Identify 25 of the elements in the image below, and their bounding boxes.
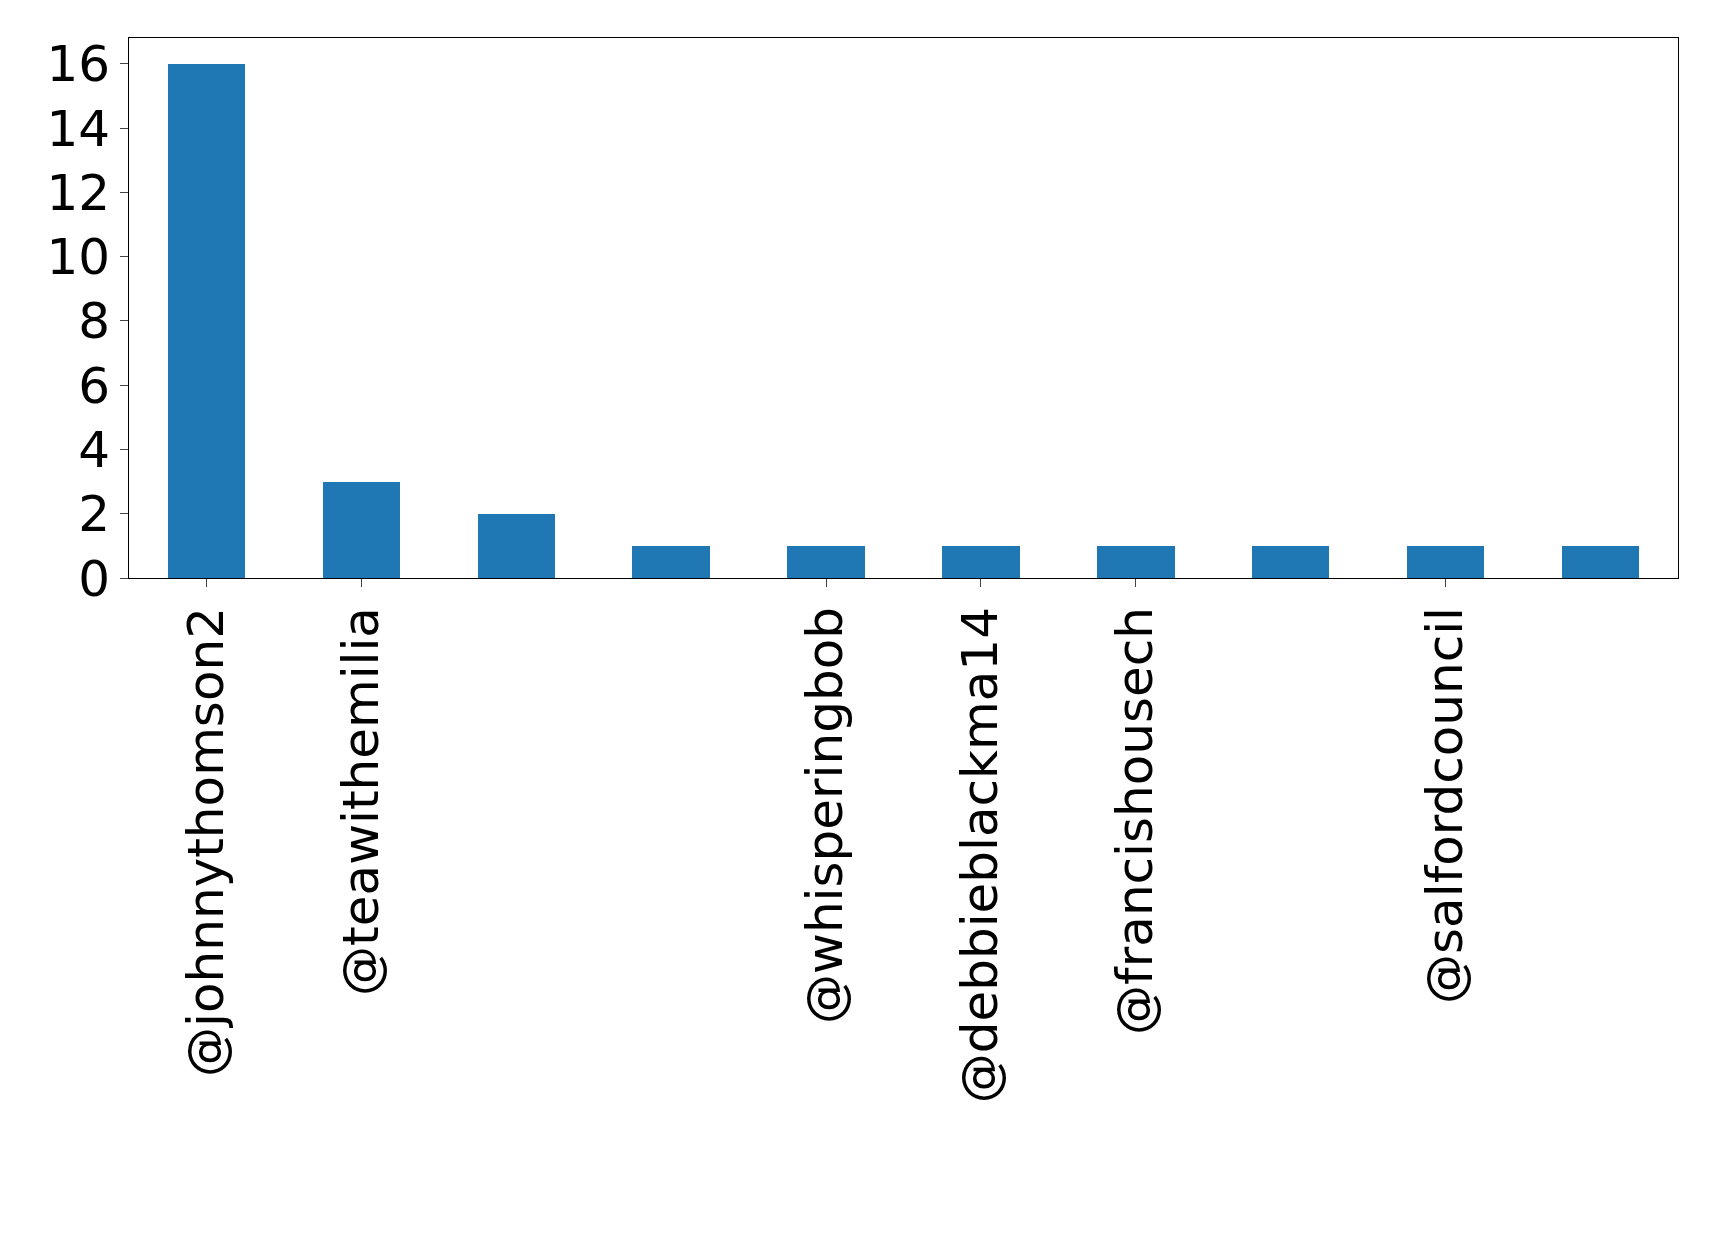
y-tick-label: 10 (46, 228, 110, 287)
x-tick-label: @salfordcouncil (1415, 607, 1474, 1004)
x-tick-label: @johnnythomson2 (176, 607, 235, 1077)
y-tick-label: 0 (78, 549, 110, 608)
bar (323, 482, 400, 578)
bar (942, 546, 1020, 578)
y-tick-label: 8 (78, 292, 110, 351)
bar (1252, 546, 1329, 578)
y-tick-label: 2 (78, 485, 110, 544)
bar (168, 64, 245, 578)
bar (787, 546, 865, 578)
y-tick-label: 14 (46, 99, 110, 158)
bar (1097, 546, 1175, 578)
x-tick-label: @whisperingbob (796, 607, 855, 1024)
x-tick-label: @francishousech (1106, 607, 1165, 1035)
y-tick-label: 4 (78, 420, 110, 479)
x-tick-label: @debbieblackma14 (951, 607, 1010, 1104)
y-tick-label: 6 (78, 356, 110, 415)
y-tick-label: 12 (46, 163, 110, 222)
bar (632, 546, 710, 578)
y-tick-label: 16 (46, 35, 110, 94)
bar (1562, 546, 1639, 578)
bar (478, 514, 555, 578)
bar (1407, 546, 1484, 578)
x-tick-label: @teawithemilia (331, 607, 390, 996)
